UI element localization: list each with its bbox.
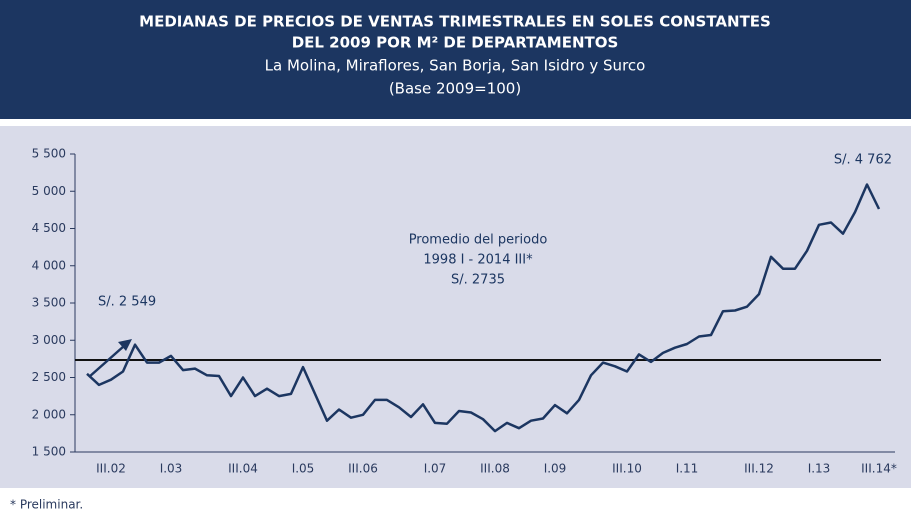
x-tick-label: I.05	[292, 462, 315, 476]
header-background	[0, 0, 911, 119]
x-tick-label: I.03	[160, 462, 183, 476]
y-tick-label: 2 000	[32, 407, 66, 421]
plot-background	[0, 126, 911, 488]
chart-title: MEDIANAS DE PRECIOS DE VENTAS TRIMESTRAL…	[139, 13, 771, 31]
x-tick-label: III.14*	[861, 462, 897, 476]
y-tick-label: 4 500	[32, 221, 66, 235]
footnote: * Preliminar.	[10, 498, 83, 512]
x-tick-label: III.12	[744, 462, 774, 476]
annotation: Promedio del periodo	[409, 233, 548, 248]
x-tick-label: I.07	[424, 462, 447, 476]
price-line	[86, 183, 881, 433]
y-tick-label: 2 500	[32, 370, 66, 384]
annotation: 1998 I - 2014 III*	[423, 253, 533, 268]
annotation: S/. 2 549	[98, 295, 156, 310]
x-tick-label: III.10	[612, 462, 642, 476]
y-tick-label: 5 000	[32, 184, 66, 198]
annotation-arrowhead	[118, 339, 132, 351]
annotation: S/. 2735	[451, 273, 505, 288]
y-tick-label: 1 500	[32, 445, 66, 459]
x-tick-label: III.04	[228, 462, 258, 476]
y-tick-label: 4 000	[32, 258, 66, 272]
x-tick-label: III.06	[348, 462, 378, 476]
annotation-arrow	[88, 345, 125, 378]
y-tick-label: 5 500	[32, 147, 66, 161]
chart-subtitle: (Base 2009=100)	[389, 80, 521, 98]
x-tick-label: I.11	[676, 462, 699, 476]
y-tick-label: 3 000	[32, 333, 66, 347]
x-tick-label: I.09	[544, 462, 567, 476]
x-tick-label: III.02	[96, 462, 126, 476]
chart-title: DEL 2009 POR M² DE DEPARTAMENTOS	[292, 34, 619, 52]
chart-subtitle: La Molina, Miraflores, San Borja, San Is…	[265, 57, 646, 75]
x-tick-label: III.08	[480, 462, 510, 476]
annotation: S/. 4 762	[834, 153, 892, 168]
x-tick-label: I.13	[808, 462, 831, 476]
y-tick-label: 3 500	[32, 296, 66, 310]
